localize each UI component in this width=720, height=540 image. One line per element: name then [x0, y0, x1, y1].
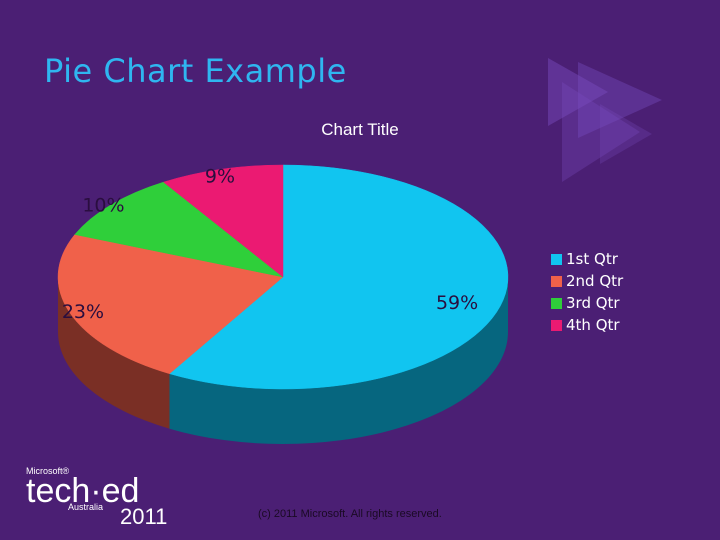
slide-title: Pie Chart Example	[44, 52, 347, 90]
legend-item: 2nd Qtr	[551, 270, 623, 292]
play-arrow-icon	[600, 104, 652, 164]
legend-swatch	[551, 253, 562, 265]
pie-label-3: 10%	[82, 194, 124, 216]
pie-slice-1	[168, 164, 509, 390]
pie-label-1: 59%	[436, 292, 478, 314]
teched-logo: Microsoft® tech·ed Australia 2011	[26, 466, 167, 529]
legend-label: 3rd Qtr	[566, 294, 620, 312]
play-arrow-icon	[548, 58, 608, 126]
play-arrow-icon	[578, 62, 662, 138]
logo-year: 2011	[120, 504, 168, 529]
play-arrow-icon	[562, 82, 640, 182]
pie-slice-4	[162, 164, 284, 278]
pie-sides	[58, 277, 509, 444]
legend-label: 2nd Qtr	[566, 272, 624, 290]
logo-region: Australia	[68, 502, 104, 512]
legend-label: 1st Qtr	[566, 250, 618, 268]
pie-side-2	[58, 277, 170, 429]
pie-label-2: 23%	[62, 301, 104, 323]
chart-legend: 1st Qtr 2nd Qtr 3rd Qtr 4th Qtr	[551, 248, 623, 336]
logo-microsoft-text: Microsoft®	[26, 466, 70, 476]
legend-swatch	[551, 275, 562, 287]
pie-slices	[57, 164, 509, 390]
pie-slice-3	[74, 181, 284, 278]
legend-swatch	[551, 319, 562, 331]
copyright-notice: (c) 2011 Microsoft. All rights reserved.	[258, 508, 442, 520]
pie-labels: 59% 23% 10% 9%	[62, 166, 478, 323]
legend-label: 4th Qtr	[566, 316, 620, 334]
pie-slice-2	[57, 234, 284, 374]
pie-side-1	[169, 277, 509, 444]
legend-item: 4th Qtr	[551, 314, 623, 336]
play-arrows-decoration	[548, 58, 662, 182]
legend-item: 1st Qtr	[551, 248, 623, 270]
chart-title: Chart Title	[321, 120, 399, 139]
legend-swatch	[551, 297, 562, 309]
legend-item: 3rd Qtr	[551, 292, 623, 314]
logo-wordmark: tech·ed	[26, 472, 140, 510]
pie-label-4: 9%	[205, 166, 235, 188]
